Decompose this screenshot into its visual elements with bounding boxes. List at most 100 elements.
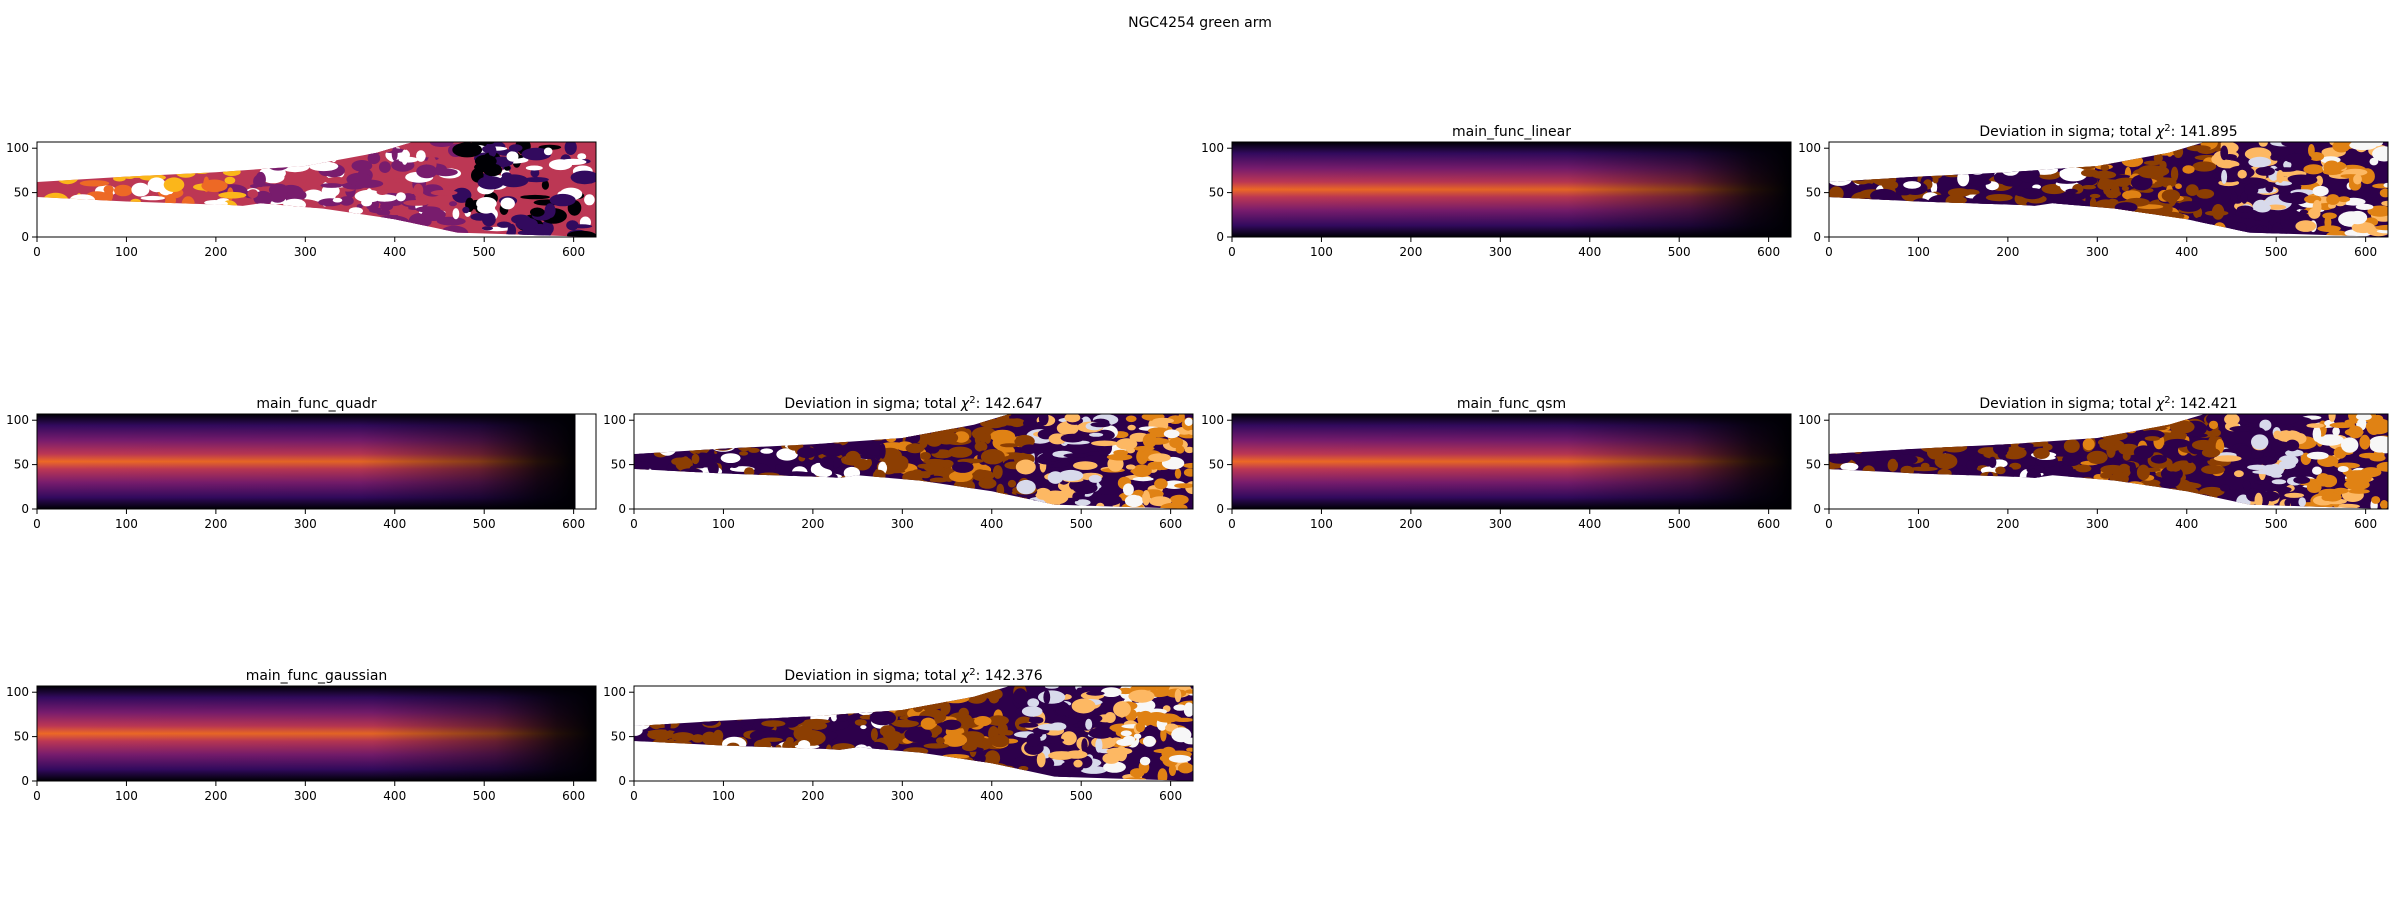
model-edge-fade xyxy=(37,686,596,781)
y-tick-label: 50 xyxy=(611,730,626,744)
y-tick-label: 100 xyxy=(1201,413,1224,427)
x-tick-label: 400 xyxy=(2175,245,2198,259)
y-tick-label: 50 xyxy=(1209,458,1224,472)
x-tick-label: 400 xyxy=(980,789,1003,803)
y-tick-label: 0 xyxy=(1216,502,1224,516)
axes-frame xyxy=(36,685,597,782)
x-tick-label: 400 xyxy=(1578,517,1601,531)
y-tick-label: 0 xyxy=(21,230,29,244)
y-tick-label: 50 xyxy=(1209,186,1224,200)
axes-frame xyxy=(36,413,597,510)
panel-linear-deviation: Deviation in sigma; total χ2: 141.895 0 10… xyxy=(1798,123,2389,259)
x-tick-label: 0 xyxy=(33,517,41,531)
panel-qsm-deviation: Deviation in sigma; total χ2: 142.421 0 10… xyxy=(1798,395,2389,531)
x-tick-label: 0 xyxy=(630,517,638,531)
chi-superscript: 2 xyxy=(969,395,975,406)
x-tick-label: 100 xyxy=(712,517,735,531)
x-tick-label: 100 xyxy=(115,789,138,803)
x-tick-label: 300 xyxy=(294,245,317,259)
x-tick-label: 400 xyxy=(383,245,406,259)
chi-symbol: χ xyxy=(960,668,970,684)
y-tick-label: 50 xyxy=(1806,186,1821,200)
model-edge-fade xyxy=(37,414,576,509)
y-tick-label: 0 xyxy=(21,502,29,516)
x-tick-label: 600 xyxy=(2354,245,2377,259)
panel-title: Deviation in sigma; total χ2: 142.421 xyxy=(1979,395,2237,412)
image-pixels xyxy=(634,686,1193,781)
x-tick-label: 100 xyxy=(1907,245,1930,259)
x-tick-label: 500 xyxy=(2265,245,2288,259)
panel-title: main_func_quadr xyxy=(256,396,377,412)
x-tick-label: 200 xyxy=(1996,517,2019,531)
y-tick-label: 0 xyxy=(618,774,626,788)
y-tick-label: 0 xyxy=(1813,230,1821,244)
y-tick-label: 100 xyxy=(6,685,29,699)
chi-superscript: 2 xyxy=(969,667,975,678)
panel-observed: 0 100 200 300 400 500 600 0 50 100 xyxy=(6,141,597,259)
title-prefix: Deviation in sigma; total xyxy=(1979,124,2156,140)
y-tick-label: 50 xyxy=(14,730,29,744)
x-tick-label: 0 xyxy=(1825,517,1833,531)
panel-qsm-model: main_func_qsm 0 100 200 300 400 500 600 0 50 100 xyxy=(1201,396,1792,531)
chi-symbol: χ xyxy=(2155,124,2165,140)
y-tick-label: 0 xyxy=(1813,502,1821,516)
title-suffix: : 142.376 xyxy=(976,668,1043,684)
x-tick-label: 200 xyxy=(204,245,227,259)
chi-superscript: 2 xyxy=(2164,123,2170,134)
panel-gaussian-model: main_func_gaussian 0 100 200 300 400 500 600 0 50… xyxy=(6,668,597,803)
title-prefix: Deviation in sigma; total xyxy=(1979,396,2156,412)
x-tick-label: 400 xyxy=(383,789,406,803)
x-tick-label: 200 xyxy=(801,789,824,803)
chi-symbol: χ xyxy=(960,396,970,412)
x-tick-label: 100 xyxy=(1310,517,1333,531)
x-tick-label: 400 xyxy=(980,517,1003,531)
chi-superscript: 2 xyxy=(2164,395,2170,406)
x-tick-label: 200 xyxy=(204,789,227,803)
title-suffix: : 141.895 xyxy=(2171,124,2238,140)
axes-frame xyxy=(1231,413,1792,510)
axes-frame xyxy=(633,685,1194,782)
x-tick-label: 600 xyxy=(1757,517,1780,531)
x-tick-label: 600 xyxy=(1159,789,1182,803)
x-tick-label: 600 xyxy=(1159,517,1182,531)
x-tick-label: 600 xyxy=(562,789,585,803)
x-tick-label: 500 xyxy=(1668,245,1691,259)
x-tick-label: 600 xyxy=(562,245,585,259)
x-tick-label: 300 xyxy=(1489,245,1512,259)
y-tick-label: 100 xyxy=(6,413,29,427)
x-tick-label: 500 xyxy=(2265,517,2288,531)
x-tick-label: 500 xyxy=(1070,789,1093,803)
y-tick-label: 50 xyxy=(14,458,29,472)
model-edge-fade xyxy=(1232,142,1791,237)
y-tick-label: 100 xyxy=(603,413,626,427)
model-edge-fade xyxy=(1232,414,1791,509)
panel-title: Deviation in sigma; total χ2: 141.895 xyxy=(1979,123,2237,140)
y-tick-label: 0 xyxy=(618,502,626,516)
x-tick-label: 600 xyxy=(1757,245,1780,259)
panel-title: Deviation in sigma; total χ2: 142.376 xyxy=(784,667,1042,684)
x-tick-label: 200 xyxy=(1399,517,1422,531)
x-tick-label: 100 xyxy=(1907,517,1930,531)
panel-quadr-deviation: Deviation in sigma; total χ2: 142.647 0 10… xyxy=(603,395,1194,531)
x-tick-label: 500 xyxy=(1668,517,1691,531)
x-tick-label: 100 xyxy=(115,245,138,259)
x-tick-label: 400 xyxy=(1578,245,1601,259)
x-tick-label: 600 xyxy=(562,517,585,531)
panels: 0 100 200 300 400 500 600050100main_func_linea… xyxy=(6,123,2389,803)
y-tick-label: 0 xyxy=(21,774,29,788)
x-tick-label: 300 xyxy=(294,517,317,531)
chi-symbol: χ xyxy=(2155,396,2165,412)
x-tick-label: 400 xyxy=(2175,517,2198,531)
x-tick-label: 500 xyxy=(473,245,496,259)
axes-frame xyxy=(1828,141,2389,238)
x-tick-label: 500 xyxy=(473,789,496,803)
x-tick-label: 200 xyxy=(1399,245,1422,259)
x-tick-label: 100 xyxy=(1310,245,1333,259)
x-tick-label: 300 xyxy=(891,517,914,531)
x-tick-label: 0 xyxy=(1228,245,1236,259)
x-tick-label: 200 xyxy=(801,517,824,531)
x-tick-label: 500 xyxy=(473,517,496,531)
axes-frame xyxy=(1828,413,2389,510)
y-tick-label: 50 xyxy=(14,186,29,200)
